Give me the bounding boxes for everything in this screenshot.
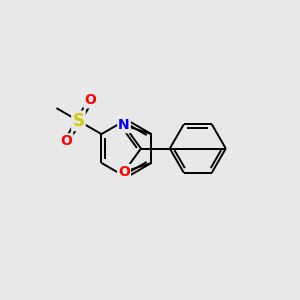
Text: S: S xyxy=(73,112,85,130)
Text: O: O xyxy=(118,165,130,179)
Text: O: O xyxy=(84,93,96,107)
Text: O: O xyxy=(61,134,73,148)
Text: N: N xyxy=(118,118,130,132)
